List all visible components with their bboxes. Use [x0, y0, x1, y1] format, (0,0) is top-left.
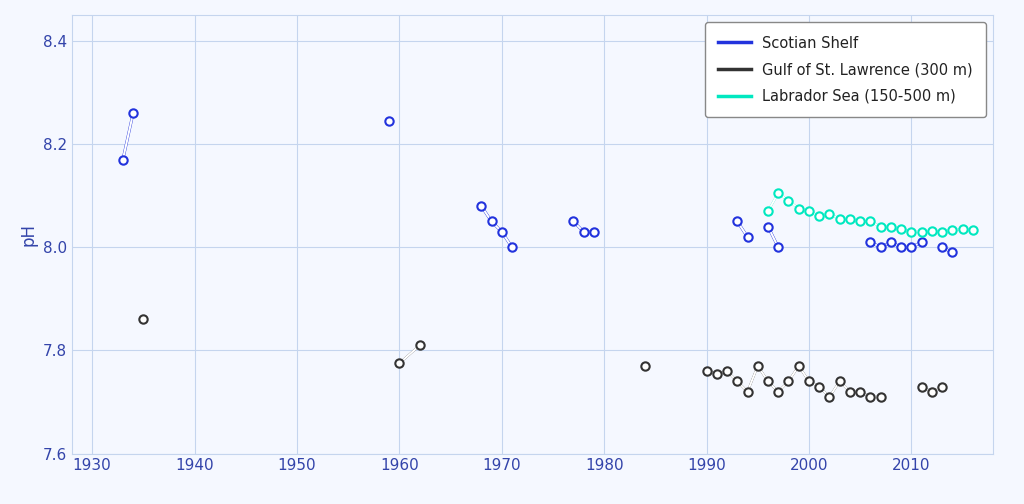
Y-axis label: pH: pH — [19, 223, 37, 246]
Legend: Scotian Shelf, Gulf of St. Lawrence (300 m), Labrador Sea (150-500 m): Scotian Shelf, Gulf of St. Lawrence (300… — [706, 22, 986, 117]
